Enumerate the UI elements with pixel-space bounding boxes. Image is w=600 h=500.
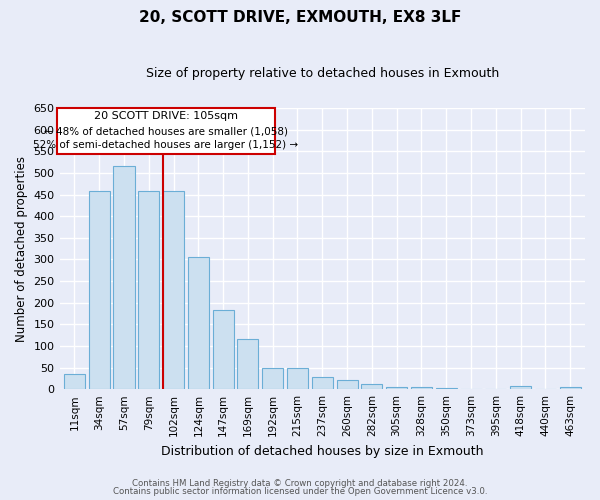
Bar	[361, 384, 382, 389]
Bar	[411, 388, 432, 389]
Bar	[89, 191, 110, 389]
Bar	[262, 368, 283, 389]
Y-axis label: Number of detached properties: Number of detached properties	[15, 156, 28, 342]
Text: Contains HM Land Registry data © Crown copyright and database right 2024.: Contains HM Land Registry data © Crown c…	[132, 478, 468, 488]
Text: 20 SCOTT DRIVE: 105sqm: 20 SCOTT DRIVE: 105sqm	[94, 111, 238, 121]
FancyBboxPatch shape	[57, 108, 275, 154]
Title: Size of property relative to detached houses in Exmouth: Size of property relative to detached ho…	[146, 68, 499, 80]
Bar	[188, 258, 209, 389]
Bar	[238, 338, 259, 389]
Bar	[436, 388, 457, 389]
Text: ← 48% of detached houses are smaller (1,058): ← 48% of detached houses are smaller (1,…	[44, 126, 288, 136]
Text: 20, SCOTT DRIVE, EXMOUTH, EX8 3LF: 20, SCOTT DRIVE, EXMOUTH, EX8 3LF	[139, 10, 461, 25]
Bar	[337, 380, 358, 389]
Bar	[113, 166, 134, 389]
Bar	[312, 377, 333, 389]
Text: Contains public sector information licensed under the Open Government Licence v3: Contains public sector information licen…	[113, 488, 487, 496]
Bar	[138, 191, 160, 389]
Bar	[163, 191, 184, 389]
Text: 52% of semi-detached houses are larger (1,152) →: 52% of semi-detached houses are larger (…	[34, 140, 299, 150]
X-axis label: Distribution of detached houses by size in Exmouth: Distribution of detached houses by size …	[161, 444, 484, 458]
Bar	[560, 388, 581, 389]
Bar	[212, 310, 233, 389]
Bar	[386, 388, 407, 389]
Bar	[510, 386, 531, 389]
Bar	[287, 368, 308, 389]
Bar	[64, 374, 85, 389]
